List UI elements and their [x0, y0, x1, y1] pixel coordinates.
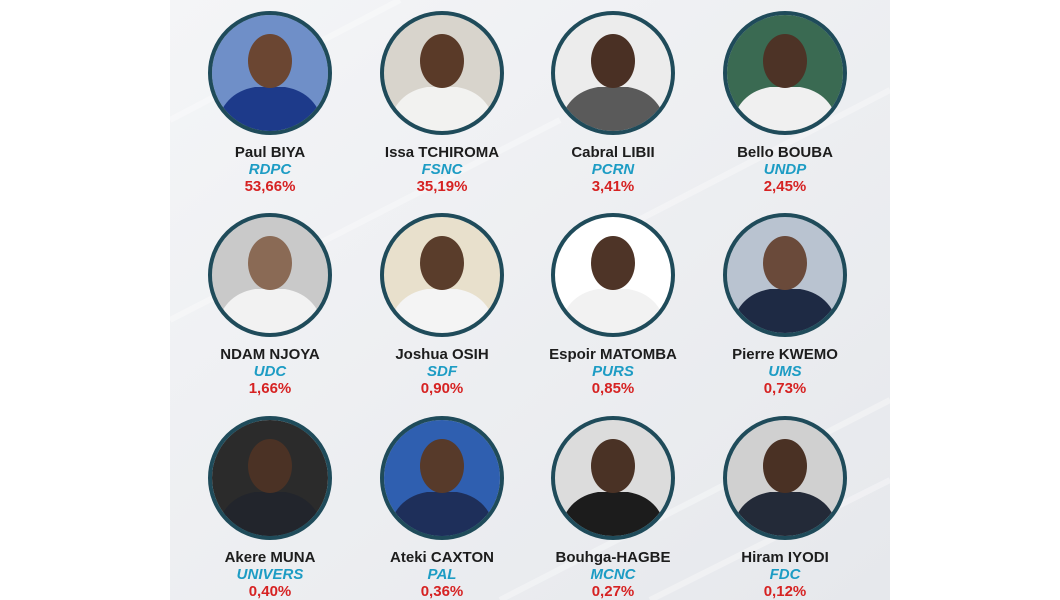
photo-head — [763, 34, 807, 88]
candidate-party: SDF — [427, 363, 458, 380]
photo-border — [551, 213, 675, 337]
candidate-name: Bouhga-HAGBE — [556, 549, 671, 566]
photo-head — [763, 236, 807, 290]
candidate-result: 0,40% — [249, 583, 292, 600]
candidate-party: FDC — [770, 566, 802, 583]
photo-head — [420, 439, 464, 493]
candidate-result: 3,41% — [592, 178, 635, 195]
candidate-result: 0,27% — [592, 583, 635, 600]
candidate-name: Pierre KWEMO — [732, 346, 838, 363]
candidate-party: PCRN — [592, 161, 636, 178]
photo-head — [420, 236, 464, 290]
candidate-photo — [212, 420, 328, 536]
candidate-party: UDC — [254, 363, 288, 380]
photo-border — [723, 11, 847, 135]
photo-border — [380, 11, 504, 135]
candidate-party: FSNC — [422, 161, 464, 178]
candidate-photo — [384, 15, 500, 131]
candidate-photo — [212, 217, 328, 333]
candidate-result: 0,73% — [764, 380, 807, 397]
photo-border — [723, 213, 847, 337]
candidate-photo — [212, 15, 328, 131]
candidate-photo — [555, 15, 671, 131]
candidate-result: 1,66% — [249, 380, 292, 397]
photo-border — [380, 416, 504, 540]
candidate-name: Espoir MATOMBA — [549, 346, 677, 363]
photo-head — [591, 236, 635, 290]
photo-border — [208, 213, 332, 337]
photo-border — [723, 416, 847, 540]
candidate-party: UNIVERS — [237, 566, 304, 583]
candidate-photo — [384, 217, 500, 333]
candidate-name: Bello BOUBA — [737, 144, 833, 161]
photo-body — [558, 289, 668, 333]
photo-body — [215, 289, 325, 333]
candidate-result: 0,36% — [421, 583, 464, 600]
candidate-photo — [727, 217, 843, 333]
photo-head — [248, 236, 292, 290]
candidate-result: 35,19% — [417, 178, 468, 195]
photo-body — [730, 87, 840, 131]
candidate-name: NDAM NJOYA — [220, 346, 320, 363]
photo-head — [420, 34, 464, 88]
candidate-name: Paul BIYA — [235, 144, 305, 161]
photo-head — [591, 439, 635, 493]
photo-head — [763, 439, 807, 493]
photo-head — [248, 439, 292, 493]
photo-border — [551, 11, 675, 135]
photo-body — [215, 492, 325, 536]
candidate-photo — [555, 420, 671, 536]
candidate-party: PURS — [592, 363, 634, 380]
candidate-name: Ateki CAXTON — [390, 549, 494, 566]
candidate-result: 0,12% — [764, 583, 807, 600]
candidate-result: 53,66% — [245, 178, 296, 195]
photo-body — [215, 87, 325, 131]
candidate-party: RDPC — [249, 161, 293, 178]
photo-body — [387, 289, 497, 333]
candidate-result: 0,85% — [592, 380, 635, 397]
candidate-party: UMS — [768, 363, 801, 380]
photo-body — [387, 492, 497, 536]
candidate-name: Cabral LIBII — [571, 144, 654, 161]
candidate-name: Akere MUNA — [225, 549, 316, 566]
candidate-name: Issa TCHIROMA — [385, 144, 499, 161]
candidate-photo — [727, 15, 843, 131]
candidate-result: 0,90% — [421, 380, 464, 397]
candidate-party: UNDP — [764, 161, 807, 178]
candidate-photo — [727, 420, 843, 536]
photo-body — [387, 87, 497, 131]
candidate-name: Hiram IYODI — [741, 549, 829, 566]
photo-body — [730, 492, 840, 536]
photo-body — [558, 492, 668, 536]
photo-body — [558, 87, 668, 131]
photo-head — [248, 34, 292, 88]
photo-head — [591, 34, 635, 88]
candidate-photo — [384, 420, 500, 536]
photo-border — [208, 416, 332, 540]
photo-border — [551, 416, 675, 540]
candidate-name: Joshua OSIH — [395, 346, 488, 363]
candidate-result: 2,45% — [764, 178, 807, 195]
candidate-photo — [555, 217, 671, 333]
photo-body — [730, 289, 840, 333]
candidate-party: PAL — [428, 566, 457, 583]
candidate-party: MCNC — [591, 566, 637, 583]
photo-border — [208, 11, 332, 135]
photo-border — [380, 213, 504, 337]
